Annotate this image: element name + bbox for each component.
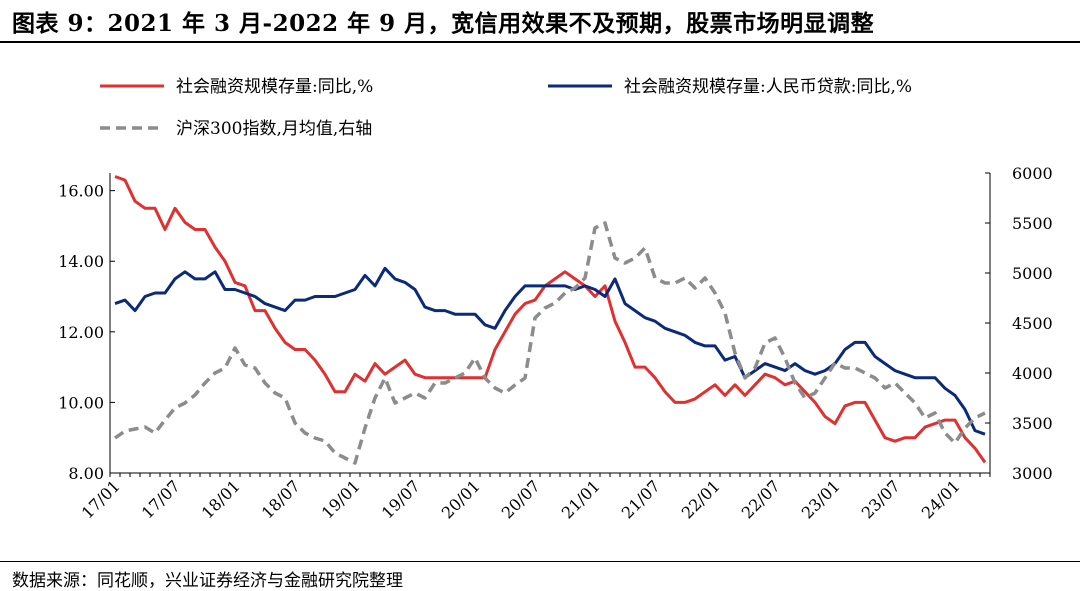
- x-tick-label: 18/01: [198, 476, 244, 522]
- y-right-tick-label: 6000: [1012, 164, 1053, 183]
- x-tick-label: 17/07: [138, 476, 184, 522]
- y-right-tick-label: 3000: [1012, 464, 1053, 483]
- x-tick-label: 23/07: [858, 476, 904, 522]
- x-tick-label: 22/01: [678, 476, 724, 522]
- legend: 社会融资规模存量:同比,% 社会融资规模存量:人民币贷款:同比,% 沪深300指数,…: [100, 77, 912, 139]
- x-tick-label: 22/07: [738, 476, 784, 522]
- title-rule: [0, 41, 1080, 43]
- y-right-tick-label: 4500: [1012, 314, 1053, 333]
- line-chart: 社会融资规模存量:同比,% 社会融资规模存量:人民币贷款:同比,% 沪深300指数,…: [58, 77, 1053, 522]
- x-tick-label: 21/01: [558, 476, 604, 522]
- y-left-tick-label: 14.00: [58, 252, 104, 271]
- legend-label-2: 社会融资规模存量:人民币贷款:同比,%: [624, 77, 912, 97]
- series-line-3: [113, 221, 986, 465]
- y-right-tick-label: 4000: [1012, 364, 1053, 383]
- figure-title: 图表 9：2021 年 3 月-2022 年 9 月，宽信用效果不及预期，股票市…: [12, 10, 875, 37]
- x-tick-label: 24/01: [918, 476, 964, 522]
- series-line-2: [114, 266, 986, 436]
- series-lines: [113, 175, 987, 465]
- x-tick-label: 23/01: [798, 476, 844, 522]
- source-rule: [0, 561, 1080, 562]
- y-left-tick-label: 10.00: [58, 393, 104, 412]
- x-tick-label: 20/01: [438, 476, 484, 522]
- axes: 8.00 10.00 12.00 14.00 16.00 3000 3500 4000 4500…: [58, 164, 1053, 522]
- y-left-tick-label: 8.00: [68, 464, 104, 483]
- x-tick-label: 18/07: [258, 476, 304, 522]
- x-tick-label: 17/01: [78, 476, 124, 522]
- y-right-tick-label: 5000: [1012, 264, 1053, 283]
- y-right-tick-label: 3500: [1012, 414, 1053, 433]
- legend-label-1: 社会融资规模存量:同比,%: [176, 77, 373, 97]
- x-tick-label: 19/07: [378, 476, 424, 522]
- y-left-tick-label: 16.00: [58, 182, 104, 201]
- series-line-1: [114, 175, 987, 464]
- x-tick-label: 21/07: [618, 476, 664, 522]
- y-left-tick-label: 12.00: [58, 323, 104, 342]
- x-tick-label: 19/01: [318, 476, 364, 522]
- x-tick-label: 20/07: [498, 476, 544, 522]
- legend-label-3: 沪深300指数,月均值,右轴: [176, 119, 372, 139]
- y-right-tick-label: 5500: [1012, 214, 1053, 233]
- source-note: 数据来源：同花顺，兴业证券经济与金融研究院整理: [12, 571, 403, 591]
